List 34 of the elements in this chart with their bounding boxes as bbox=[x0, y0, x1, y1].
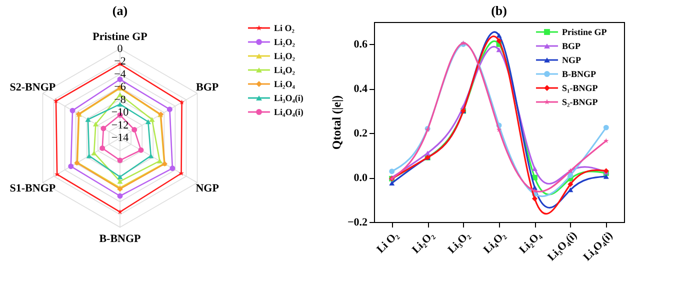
legend-label: NGP bbox=[562, 55, 582, 65]
y-tick-label: 0.2 bbox=[354, 128, 368, 140]
legend-label: B-BNGP bbox=[562, 69, 597, 79]
y-tick-label: −12 bbox=[111, 119, 129, 132]
y-tick-label: 0 bbox=[117, 42, 124, 55]
spoke-label: B-BNGP bbox=[99, 232, 142, 245]
chart-title: (a) bbox=[112, 3, 128, 18]
legend-label: Li₄O₂ bbox=[274, 65, 296, 75]
chart-title: (b) bbox=[491, 3, 507, 18]
legend-label: Li₃O₄(i) bbox=[274, 93, 304, 103]
x-tick-label: Li O₂ bbox=[374, 229, 402, 256]
spoke-label: Pristine GP bbox=[92, 31, 148, 44]
legend-label: Li₂O₄ bbox=[274, 79, 296, 89]
y-tick-label: 0.6 bbox=[354, 38, 368, 51]
spoke-label: BGP bbox=[196, 82, 219, 94]
y-tick-label: −14 bbox=[111, 132, 130, 144]
y-tick-label: −2 bbox=[114, 56, 126, 68]
spoke-label: S1-BNGP bbox=[10, 182, 56, 194]
legend-label: Pristine GP bbox=[562, 27, 608, 37]
legend-label: Li₃O₂ bbox=[274, 51, 296, 61]
y-axis-title: Qtotal (|e|) bbox=[329, 95, 344, 150]
y-tick-label: 0.4 bbox=[354, 83, 368, 96]
legend-label: Li₄O₄(i) bbox=[274, 107, 304, 117]
y-tick-label: 0.0 bbox=[354, 172, 368, 184]
legend-label: S₁-BNGP bbox=[562, 83, 598, 93]
legend-label: S₂-BNGP bbox=[562, 97, 598, 107]
legend-label: Li₂O₂ bbox=[274, 37, 296, 47]
spoke-label: NGP bbox=[196, 182, 220, 194]
y-tick-label: −4 bbox=[114, 68, 126, 80]
y-tick-label: −10 bbox=[111, 106, 130, 119]
y-tick-label: −0.2 bbox=[347, 216, 368, 228]
legend-label: Li O₂ bbox=[274, 23, 295, 33]
legend-label: BGP bbox=[562, 41, 582, 51]
spoke-label: S2-BNGP bbox=[10, 82, 56, 94]
